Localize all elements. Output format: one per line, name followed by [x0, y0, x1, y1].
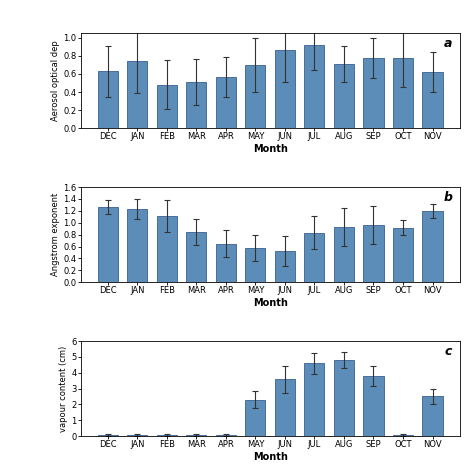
Bar: [393, 58, 413, 128]
Bar: [393, 435, 413, 436]
Bar: [98, 71, 118, 128]
Y-axis label: Angstrom exponent: Angstrom exponent: [51, 193, 60, 276]
X-axis label: Month: Month: [253, 298, 288, 308]
Bar: [275, 251, 295, 282]
Bar: [275, 50, 295, 128]
Bar: [364, 376, 383, 436]
Bar: [422, 72, 443, 128]
Y-axis label: vapour content (cm): vapour content (cm): [59, 346, 68, 432]
Bar: [304, 363, 325, 436]
Bar: [128, 209, 147, 282]
Text: b: b: [443, 191, 452, 204]
Bar: [364, 225, 383, 282]
Bar: [216, 244, 236, 282]
Bar: [246, 248, 265, 282]
Bar: [186, 232, 207, 282]
Bar: [422, 211, 443, 282]
Text: c: c: [445, 345, 452, 358]
Bar: [216, 77, 236, 128]
Bar: [186, 435, 207, 436]
Bar: [157, 435, 177, 436]
X-axis label: Month: Month: [253, 144, 288, 154]
Bar: [304, 233, 325, 282]
Bar: [216, 435, 236, 436]
Bar: [98, 435, 118, 436]
Bar: [275, 379, 295, 436]
Bar: [128, 435, 147, 436]
Text: a: a: [444, 37, 452, 50]
X-axis label: Month: Month: [253, 452, 288, 462]
Bar: [157, 216, 177, 282]
Bar: [364, 58, 383, 128]
Bar: [334, 227, 354, 282]
Bar: [186, 82, 207, 128]
Bar: [393, 228, 413, 282]
Bar: [98, 207, 118, 282]
Bar: [246, 400, 265, 436]
Bar: [422, 396, 443, 436]
Bar: [246, 65, 265, 128]
Bar: [128, 61, 147, 128]
Bar: [334, 64, 354, 128]
Bar: [157, 85, 177, 128]
Bar: [304, 45, 325, 128]
Y-axis label: Aerosol optical dep: Aerosol optical dep: [51, 40, 60, 121]
Bar: [334, 360, 354, 436]
